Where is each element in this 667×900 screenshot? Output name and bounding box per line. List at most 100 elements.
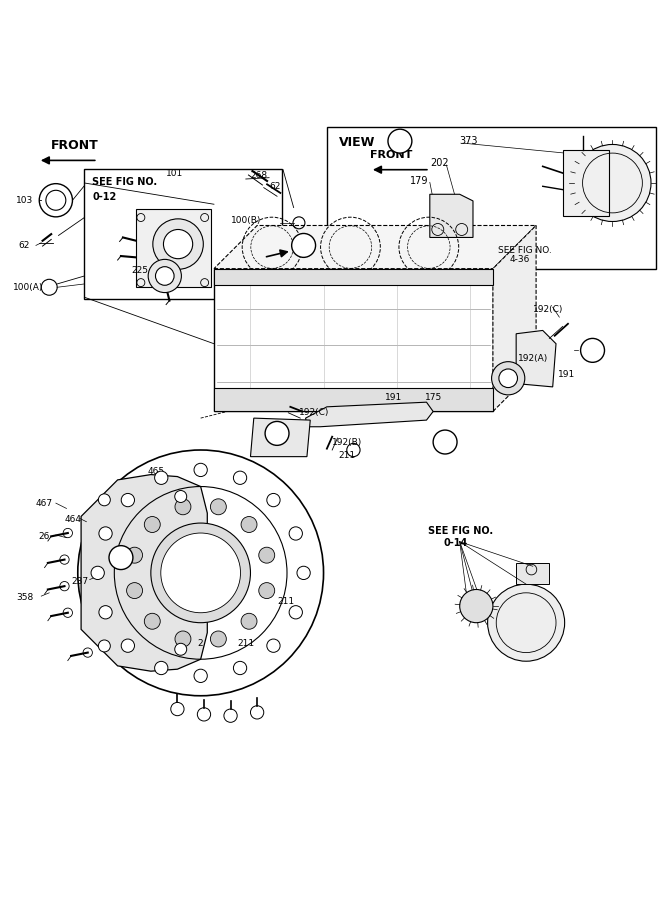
Text: 2: 2: [197, 640, 203, 649]
Circle shape: [121, 639, 135, 652]
Circle shape: [151, 523, 251, 623]
Circle shape: [155, 266, 174, 285]
Circle shape: [98, 640, 110, 652]
Text: 26: 26: [38, 532, 49, 541]
Circle shape: [259, 547, 275, 563]
Circle shape: [99, 606, 112, 619]
Polygon shape: [563, 149, 609, 216]
Circle shape: [98, 494, 110, 506]
Bar: [214, 269, 493, 285]
Text: 211: 211: [277, 597, 294, 606]
Polygon shape: [493, 226, 536, 411]
Circle shape: [388, 130, 412, 153]
Text: SEE FIG NO.: SEE FIG NO.: [428, 526, 493, 536]
Text: 102: 102: [171, 241, 189, 250]
Circle shape: [127, 547, 143, 563]
Text: 464: 464: [65, 515, 81, 524]
Circle shape: [460, 590, 493, 623]
Circle shape: [78, 450, 323, 696]
Text: 465: 465: [147, 467, 165, 476]
Text: 175: 175: [425, 393, 442, 402]
Text: 100(A): 100(A): [13, 284, 44, 292]
Text: 101: 101: [166, 169, 183, 178]
Bar: [214, 388, 493, 411]
Text: A: A: [441, 437, 449, 447]
Text: B: B: [273, 428, 281, 438]
Circle shape: [297, 566, 310, 580]
Circle shape: [155, 471, 168, 484]
Text: 192(B): 192(B): [332, 438, 362, 447]
Text: 0-14: 0-14: [443, 538, 468, 548]
Text: FRONT: FRONT: [51, 140, 99, 152]
Circle shape: [155, 662, 168, 675]
Circle shape: [127, 582, 143, 599]
Text: 268: 268: [251, 171, 267, 180]
Text: C: C: [396, 136, 404, 146]
Circle shape: [148, 259, 181, 292]
Circle shape: [488, 584, 565, 662]
Text: 373: 373: [460, 136, 478, 146]
Circle shape: [91, 566, 104, 580]
Circle shape: [161, 533, 241, 613]
Circle shape: [241, 613, 257, 629]
Circle shape: [265, 421, 289, 446]
Polygon shape: [251, 418, 310, 456]
Circle shape: [259, 582, 275, 599]
Circle shape: [175, 499, 191, 515]
Circle shape: [267, 493, 280, 507]
Polygon shape: [516, 562, 550, 584]
Text: SEE FIG NO.: SEE FIG NO.: [93, 177, 157, 187]
Text: B: B: [588, 346, 596, 356]
Polygon shape: [305, 402, 433, 427]
Bar: [327, 127, 656, 269]
Circle shape: [210, 499, 226, 515]
Text: 62: 62: [269, 183, 280, 192]
Text: 0-12: 0-12: [93, 193, 117, 202]
Text: 179: 179: [410, 176, 428, 186]
Circle shape: [580, 338, 604, 363]
Circle shape: [153, 219, 203, 269]
Text: FRONT: FRONT: [370, 149, 412, 159]
Text: 467: 467: [36, 499, 53, 508]
Text: 191: 191: [386, 393, 403, 402]
Circle shape: [267, 639, 280, 652]
Circle shape: [163, 230, 193, 258]
Circle shape: [499, 369, 518, 388]
Bar: [136, 209, 211, 287]
Polygon shape: [81, 474, 207, 671]
Circle shape: [194, 670, 207, 682]
Circle shape: [109, 545, 133, 570]
Circle shape: [194, 464, 207, 477]
Circle shape: [433, 430, 457, 454]
Text: 358: 358: [16, 593, 33, 602]
Circle shape: [241, 517, 257, 533]
Text: SEE FIG NO.: SEE FIG NO.: [498, 246, 552, 255]
Text: 225: 225: [131, 266, 148, 275]
Circle shape: [175, 491, 187, 502]
Text: 103: 103: [16, 196, 33, 205]
Text: A: A: [117, 553, 125, 562]
Text: 192(C): 192(C): [299, 408, 329, 417]
Text: 211: 211: [237, 640, 254, 649]
Text: 100(B): 100(B): [231, 216, 261, 225]
Bar: [85, 169, 282, 299]
Circle shape: [289, 606, 302, 619]
Text: 211: 211: [339, 451, 356, 460]
Circle shape: [492, 362, 525, 395]
Circle shape: [210, 631, 226, 647]
Polygon shape: [516, 330, 556, 387]
Text: 191: 191: [558, 370, 575, 379]
Circle shape: [144, 517, 160, 533]
Text: 192(A): 192(A): [518, 354, 548, 363]
Circle shape: [121, 493, 135, 507]
Text: 202: 202: [430, 158, 448, 168]
Bar: [214, 269, 493, 411]
Circle shape: [175, 631, 191, 647]
Text: 192(C): 192(C): [533, 305, 563, 314]
Circle shape: [175, 644, 187, 655]
Text: 4-36: 4-36: [510, 255, 530, 264]
Circle shape: [99, 526, 112, 540]
Polygon shape: [214, 226, 536, 269]
Circle shape: [233, 662, 247, 675]
Circle shape: [291, 233, 315, 257]
